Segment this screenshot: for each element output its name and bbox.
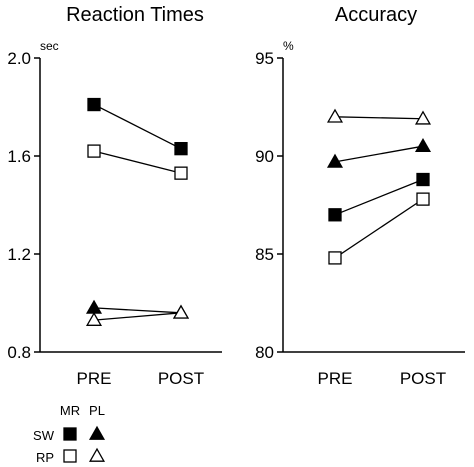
series-group — [326, 108, 432, 265]
reaction-times-panel: Reaction Times sec 0.8 1.2 1.6 2.0 PRE POST — [7, 4, 222, 388]
data-point-triangle-filled — [326, 153, 344, 168]
data-point-square-open — [416, 192, 430, 206]
y-unit-label: sec — [40, 39, 59, 53]
legend: MR PL SW RP — [33, 403, 106, 465]
data-point-triangle-filled — [88, 425, 106, 440]
y-tick-label: 1.6 — [7, 147, 31, 166]
y-tick-label: 2.0 — [7, 49, 31, 68]
data-point-square-open — [328, 251, 342, 265]
series-line — [334, 178, 424, 216]
data-point-triangle-open — [326, 108, 344, 123]
y-tick-label: 80 — [255, 343, 274, 362]
x-tick-label: PRE — [318, 369, 353, 388]
data-point-triangle-filled — [414, 137, 432, 153]
y-ticks: 0.8 1.2 1.6 2.0 — [7, 49, 40, 362]
data-point-square-filled — [63, 427, 77, 441]
legend-row-label: RP — [36, 450, 54, 465]
data-point-square-filled — [416, 172, 430, 187]
series-group — [85, 97, 190, 326]
series-line — [93, 150, 182, 174]
series-line — [93, 307, 182, 314]
y-tick-label: 85 — [255, 245, 274, 264]
x-tick-label: PRE — [77, 369, 112, 388]
data-point-square-filled — [328, 208, 342, 222]
series-line — [93, 312, 182, 321]
data-point-triangle-open — [172, 304, 190, 319]
series-line — [334, 116, 424, 120]
chart-title: Accuracy — [335, 4, 417, 26]
y-ticks: 80 85 90 95 — [255, 49, 283, 362]
data-point-triangle-open — [414, 110, 432, 125]
series-line — [334, 198, 424, 259]
data-point-square-filled — [87, 97, 101, 112]
y-tick-label: 1.2 — [7, 245, 31, 264]
accuracy-panel: Accuracy % 80 85 90 95 PRE POST — [255, 4, 465, 388]
chart-title: Reaction Times — [66, 4, 204, 26]
y-tick-label: 90 — [255, 147, 274, 166]
data-point-square-filled — [174, 141, 188, 156]
series-line — [93, 103, 182, 150]
series-line — [334, 145, 424, 163]
legend-col-header: MR — [60, 403, 80, 418]
y-unit-label: % — [283, 39, 294, 53]
legend-col-header: PL — [89, 403, 105, 418]
data-point-triangle-open — [88, 447, 106, 462]
x-tick-label: POST — [400, 369, 446, 388]
data-point-square-open — [174, 166, 188, 180]
y-tick-label: 95 — [255, 49, 274, 68]
legend-row-label: SW — [33, 428, 55, 443]
data-point-triangle-open — [85, 311, 103, 326]
data-point-square-open — [63, 449, 77, 463]
x-tick-label: POST — [158, 369, 204, 388]
data-point-triangle-filled — [85, 299, 103, 314]
y-tick-label: 0.8 — [7, 343, 31, 362]
legend-markers — [63, 425, 106, 463]
data-point-square-open — [87, 144, 101, 158]
